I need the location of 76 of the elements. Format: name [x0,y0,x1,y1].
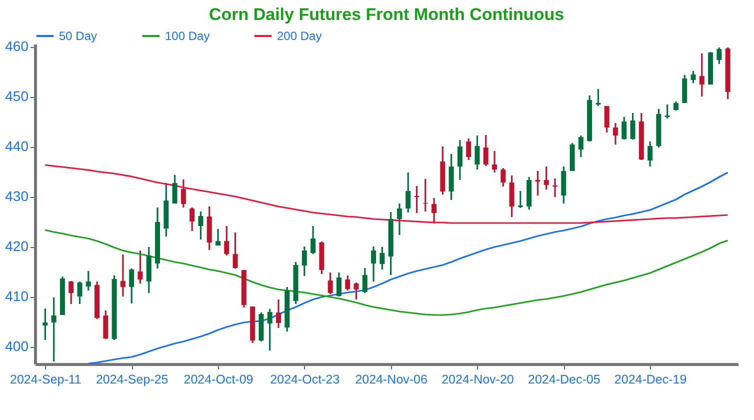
candlestick [328,272,333,295]
candlestick [648,140,653,168]
candlestick [544,166,549,190]
candlestick [336,272,342,298]
y-tick-label: 420 [5,238,29,254]
candlestick [474,134,480,170]
candlestick [371,246,376,282]
candlestick [354,282,359,300]
y-tick-label: 400 [5,338,29,354]
x-tick-label: 2024-Dec-05 [528,372,600,386]
candlestick [406,172,411,214]
candlestick [699,52,704,98]
candlestick [42,308,48,341]
candlestick [310,225,316,255]
candlestick [380,246,385,270]
line-series [44,229,729,316]
x-tick-label: 2024-Nov-20 [442,372,514,386]
x-tick-label: 2024-Oct-23 [270,372,340,386]
x-tick-label: 2024-Oct-09 [184,372,254,386]
candlestick [129,268,134,304]
candlestick [630,112,636,140]
candlestick [232,232,238,270]
candlestick [190,206,195,232]
candlestick [535,170,540,196]
candlestick [396,202,402,236]
chart-title: Corn Daily Futures Front Month Continuous [208,5,564,24]
candlestick [596,88,601,107]
candlestick [578,134,584,158]
x-tick-label: 2024-Dec-19 [614,372,687,386]
candlestick [466,138,472,161]
candlestick [345,274,350,292]
candlestick [51,296,56,362]
x-tick-label: 2024-Nov-06 [355,372,428,386]
candlestick [103,310,108,340]
candlestick [68,280,74,305]
legend-label: 200 Day [277,29,322,43]
candlestick [414,185,420,214]
candlestick [664,104,670,120]
candlestick [483,134,488,167]
candlestick [422,178,428,212]
legend-label: 50 Day [59,29,98,43]
candlestick [362,267,368,294]
candlestick [690,70,696,84]
candlestick [492,150,498,174]
x-tick-label: 2024-Sep-11 [10,372,82,386]
candlestick [432,197,437,224]
x-tick-label: 2024-Sep-25 [96,372,168,386]
candlestick [172,174,178,204]
candlestick [622,116,627,140]
candlestick [224,225,230,256]
line-series [44,164,729,224]
y-tick-label: 450 [5,88,29,104]
candlestick [509,174,514,218]
candlestick [457,139,462,181]
y-tick-label: 410 [5,288,29,304]
candlestick [138,250,143,284]
y-tick-label: 460 [5,38,29,54]
candlestick [77,280,82,305]
candlestick [552,178,558,198]
candlestick [518,190,523,209]
line-series [88,172,729,364]
candlestick [267,308,272,352]
candlestick [612,122,618,146]
candlestick [198,210,204,240]
candlestick [276,298,281,329]
candlestick [716,46,722,65]
candlestick [216,228,220,246]
legend-label: 100 Day [165,29,210,43]
candlestick [500,167,506,188]
candlestick [604,105,610,134]
y-tick-label: 430 [5,188,29,204]
candlestick [86,270,91,292]
candlestick [302,246,307,277]
y-tick-label: 440 [5,138,29,154]
candlestick [120,254,126,298]
candlestick [180,178,186,208]
